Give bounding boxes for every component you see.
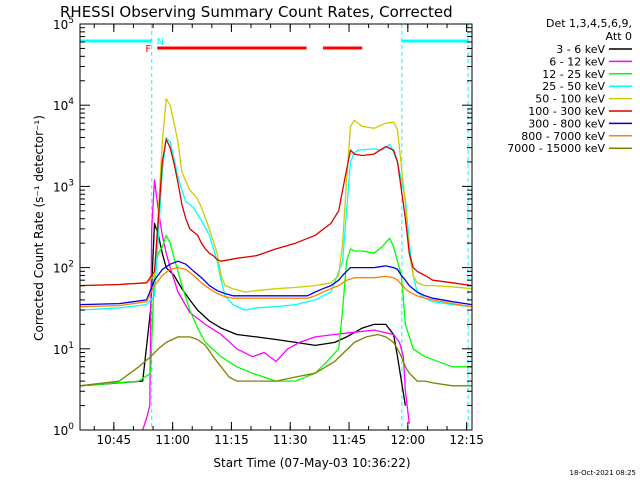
plot-frame xyxy=(79,23,473,431)
x-tick-label-1: 11:00 xyxy=(155,433,190,447)
series-line-7 xyxy=(80,266,472,308)
legend-label-0: 3 - 6 keV xyxy=(556,43,605,56)
y-tick-label-4: 104 xyxy=(53,97,74,113)
x-tick-label-3: 11:30 xyxy=(273,433,308,447)
y-tick-label-3: 103 xyxy=(53,178,74,194)
series-line-3 xyxy=(80,136,472,311)
x-tick-label-6: 12:15 xyxy=(449,433,484,447)
legend-label-3: 25 - 50 keV xyxy=(542,80,605,93)
night-flag-label: N xyxy=(157,37,164,48)
legend-label-1: 6 - 12 keV xyxy=(549,55,605,68)
axes: 10:45 11:00 11:15 11:30 11:45 12:00 12:15 100 10… xyxy=(53,16,484,447)
legend-header-line-1: Det 1,3,4,5,6,9, xyxy=(546,17,632,30)
footer-timestamp: 18-Oct-2021 08:25 xyxy=(570,469,636,477)
x-tick-label-5: 12:00 xyxy=(391,433,426,447)
chart-title: RHESSI Observing Summary Count Rates, Co… xyxy=(60,3,453,21)
y-tick-label-1: 101 xyxy=(53,341,74,357)
legend-header-line-2: Att 0 xyxy=(606,30,632,43)
legend-label-4: 50 - 100 keV xyxy=(535,93,605,106)
x-axis-label: Start Time (07-May-03 10:36:22) xyxy=(213,456,410,470)
x-tick-label-0: 10:45 xyxy=(97,433,132,447)
series-line-6 xyxy=(80,260,472,306)
legend-label-2: 12 - 25 keV xyxy=(542,68,605,81)
plot-area: NF xyxy=(80,24,472,430)
y-tick-label-5: 105 xyxy=(53,16,74,32)
series-line-4 xyxy=(80,98,472,293)
y-axis-label: Corrected Count Rate (s⁻¹ detector⁻¹) xyxy=(32,115,46,341)
y-tick-label-0: 100 xyxy=(53,422,74,438)
x-tick-label-2: 11:15 xyxy=(214,433,249,447)
series-line-8 xyxy=(80,333,472,387)
series-line-1 xyxy=(142,179,410,430)
x-tick-label-4: 11:45 xyxy=(332,433,367,447)
y-tick-label-2: 102 xyxy=(53,260,74,276)
legend-label-7: 800 - 7000 keV xyxy=(521,130,605,143)
series-line-5 xyxy=(80,138,472,287)
series-line-0 xyxy=(80,222,407,406)
legend-label-6: 300 - 800 keV xyxy=(528,117,605,130)
series-line-2 xyxy=(80,234,472,387)
legend-label-5: 100 - 300 keV xyxy=(528,105,605,118)
saa-flag-label: F xyxy=(145,44,151,55)
legend-label-8: 7000 - 15000 keV xyxy=(507,142,605,155)
